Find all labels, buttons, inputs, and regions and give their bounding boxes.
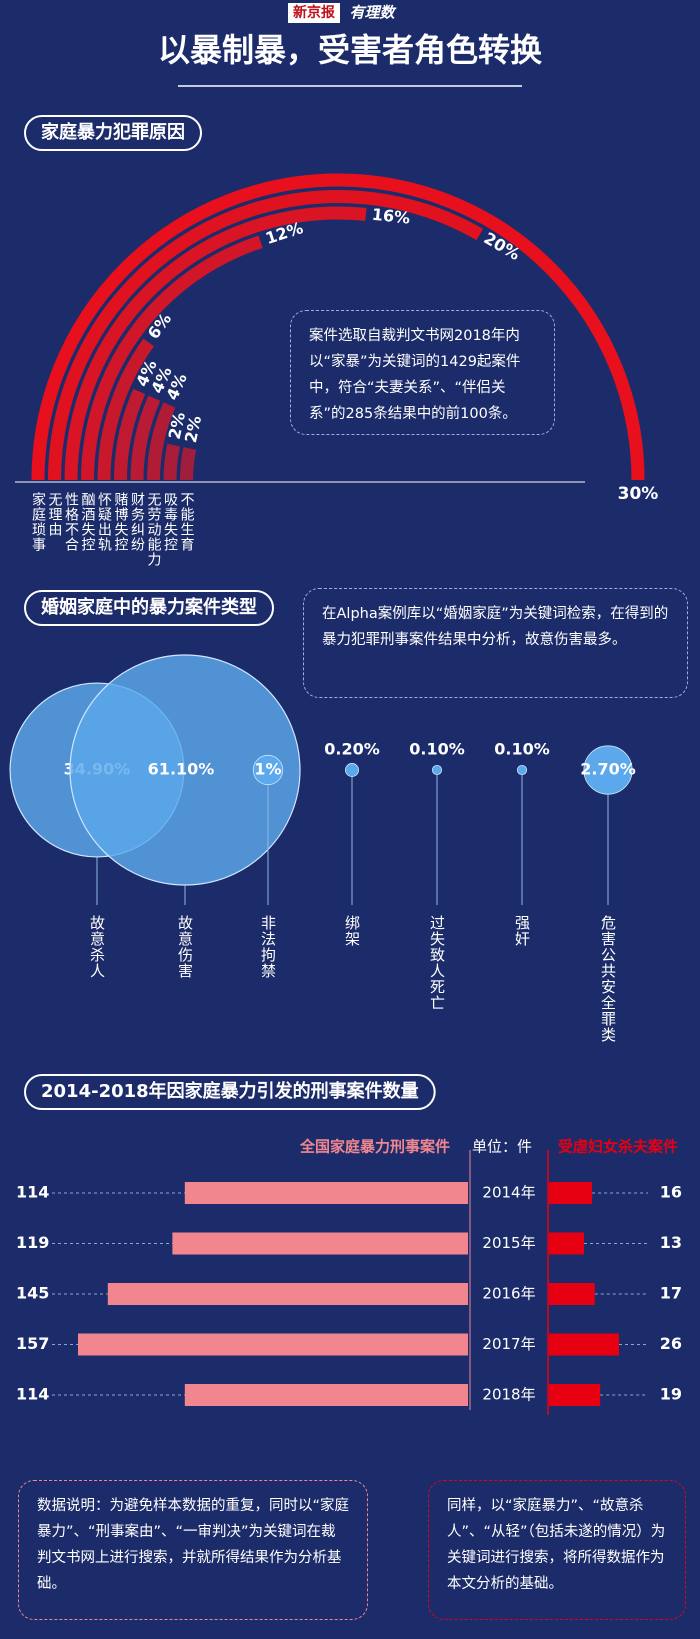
arc-bar: [163, 443, 181, 481]
section-title: 2014-2018年因家庭暴力引发的刑事案件数量: [41, 1080, 419, 1102]
category-label: 强奸: [513, 915, 531, 947]
category-label: 不能生育: [179, 492, 195, 552]
value-label: 1%: [254, 760, 281, 779]
value-label: 13: [660, 1233, 682, 1252]
bar: [184, 1182, 468, 1204]
arc-bar: [64, 206, 367, 481]
value-label: 61.10%: [148, 760, 215, 779]
arc-bar: [97, 338, 154, 481]
bubble: [583, 745, 633, 795]
section-title: 家庭暴力犯罪原因: [41, 121, 185, 143]
bubble: [252, 754, 284, 786]
y-tick-label: 2016年: [482, 1285, 535, 1303]
arc-bar: [130, 395, 161, 481]
value-label: 0.10%: [409, 740, 465, 759]
note: 案件选取自裁判文书网2018年内以“家暴”为关键词的1429起案件中，符合“夫妻…: [290, 310, 555, 435]
bar: [549, 1333, 619, 1356]
value-label: 0.20%: [324, 740, 380, 759]
bar: [549, 1283, 595, 1305]
bar: [549, 1384, 601, 1406]
value-label: 114: [16, 1385, 49, 1404]
value-label: 16%: [371, 205, 411, 228]
category-label: 故意杀人: [88, 915, 106, 979]
y-tick-label: 2018年: [482, 1386, 535, 1404]
category-label: 怀疑出轨: [96, 492, 112, 552]
logo: 有理数: [349, 4, 397, 22]
value-label: 114: [16, 1183, 49, 1202]
y-tick-label: 2014年: [482, 1184, 535, 1202]
section-title-frame: [24, 115, 202, 151]
logo-box: [288, 3, 340, 23]
value-label: 26: [660, 1334, 682, 1353]
legend-entry: 全国家庭暴力刑事案件: [299, 1138, 450, 1156]
bar: [172, 1232, 468, 1255]
note: 数据说明：为避免样本数据的重复，同时以“家庭暴力”、“刑事案由”、“一审判决”为…: [18, 1480, 368, 1620]
y-tick-label: 2015年: [482, 1234, 535, 1252]
value-label: 2.70%: [580, 760, 636, 779]
category-label: 家庭琐事: [30, 491, 46, 552]
category-label: 酗酒失控: [80, 492, 96, 552]
category-label: 赌博失控: [113, 492, 129, 552]
value-label: 145: [16, 1284, 49, 1303]
value-label: 16: [660, 1183, 682, 1202]
page-title: 以暴制暴，受害者角色转换: [158, 31, 542, 69]
arc-bar: [147, 402, 176, 481]
logo: 新京报: [293, 4, 335, 21]
category-label: 财务纠纷: [129, 492, 145, 552]
value-label: 157: [16, 1334, 49, 1353]
value-label: 0.10%: [494, 740, 550, 759]
bubble: [431, 764, 443, 776]
value-label: 19: [660, 1385, 682, 1404]
section-title: 婚姻家庭中的暴力案件类型: [41, 596, 257, 618]
bar: [184, 1384, 468, 1406]
category-label: 无理由: [47, 492, 63, 537]
bubble: [69, 654, 301, 886]
category-label: 危害公共安全罪类: [599, 915, 617, 1043]
category-label: 故意伤害: [176, 915, 194, 979]
value-label: 17: [660, 1284, 682, 1303]
category-label: 吸毒失控: [162, 492, 178, 552]
value-label: 119: [16, 1233, 49, 1252]
category-label: 性格不合: [63, 492, 79, 552]
category-label: 无劳动能力: [146, 492, 162, 567]
category-label: 非法拘禁: [259, 915, 277, 979]
arc-bar: [180, 447, 197, 481]
legend-entry: 受虐妇女杀夫案件: [558, 1138, 678, 1156]
arc-bar: [81, 235, 263, 481]
y-tick-label: 2017年: [482, 1335, 535, 1353]
section-title-frame: [24, 1074, 436, 1110]
bar: [549, 1232, 584, 1255]
category-label: 绑架: [343, 915, 361, 947]
bar: [549, 1182, 593, 1204]
section-title-frame: [24, 590, 274, 626]
note: 在Alpha案例库以“婚姻家庭”为关键词检索，在得到的暴力犯罪刑事案件结果中分析…: [303, 588, 688, 698]
bar: [78, 1333, 468, 1356]
bar: [107, 1283, 469, 1305]
value-label: 30%: [618, 484, 659, 504]
bubble: [345, 763, 359, 777]
unit-label: 单位：件: [472, 1138, 532, 1156]
arc-bar: [114, 388, 146, 481]
note: 同样，以“家庭暴力”、“故意杀人”、“从轻”（包括未遂的情况）为关键词进行搜索，…: [428, 1480, 686, 1620]
arc-bar: [31, 173, 645, 481]
bubble: [516, 764, 528, 776]
category-label: 过失致人死亡: [428, 915, 446, 1011]
arc-bar: [48, 190, 483, 481]
